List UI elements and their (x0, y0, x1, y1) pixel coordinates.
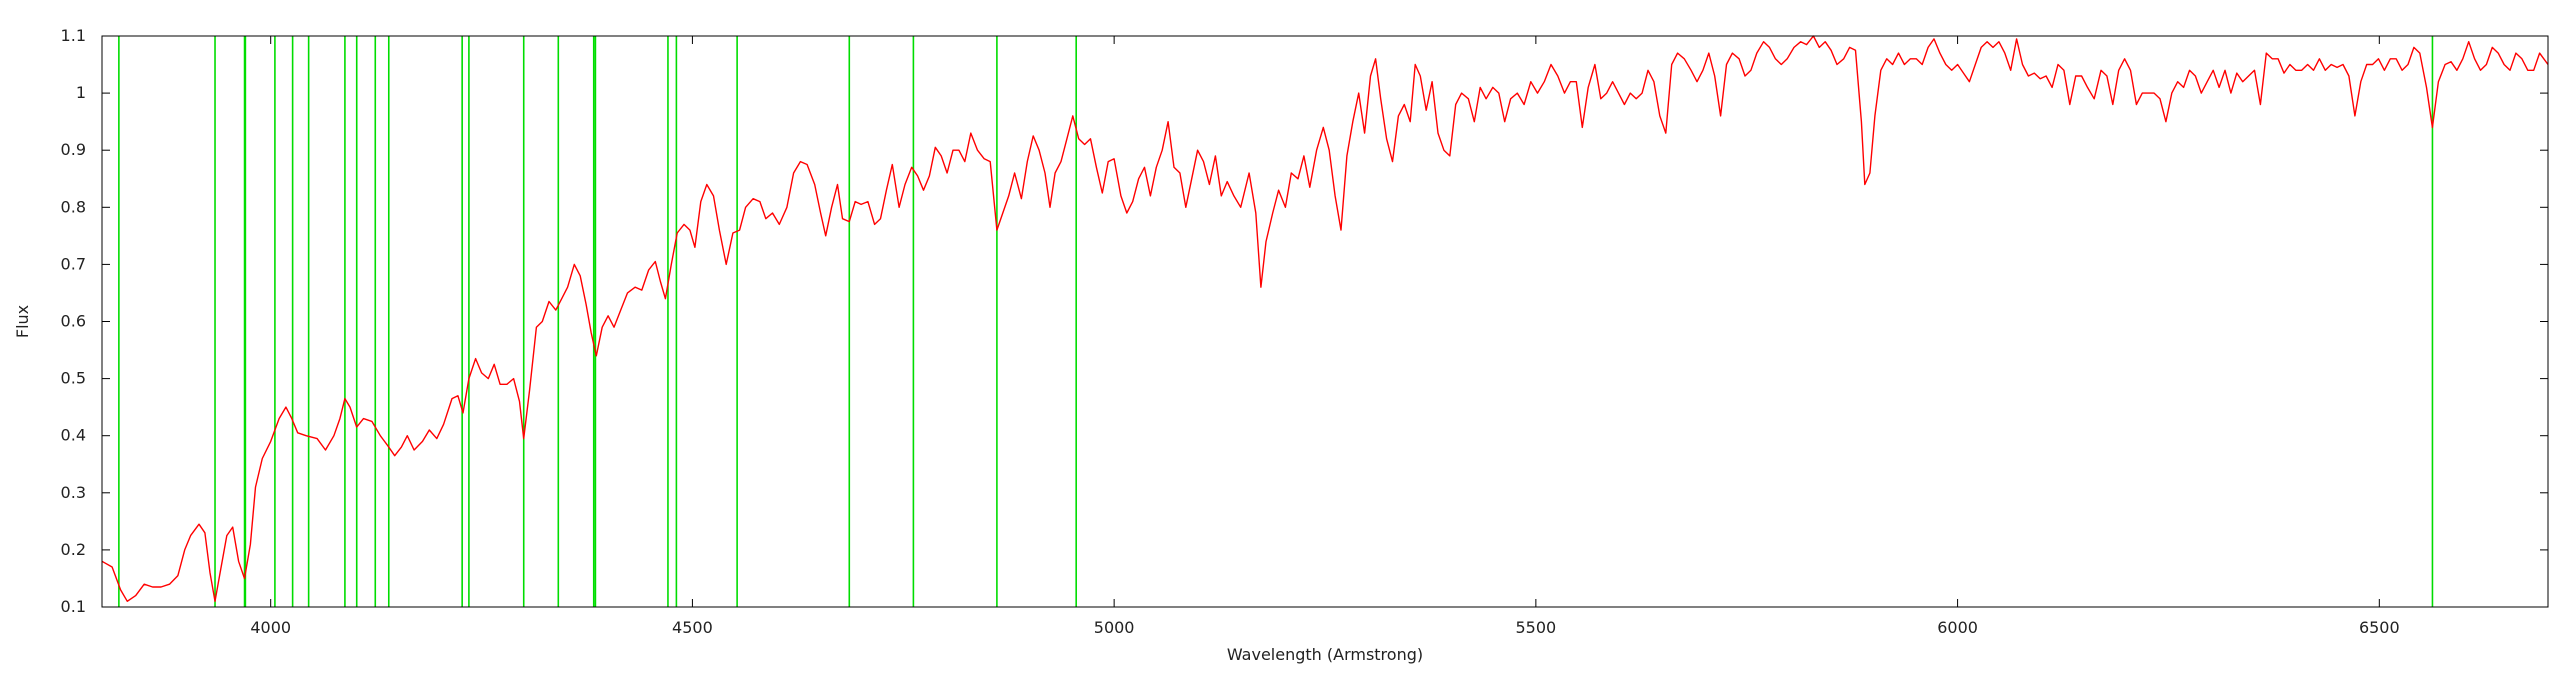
y-tick-label: 0.1 (61, 597, 86, 616)
series-layer (101, 35, 2549, 602)
x-axis-ticks: 4000 4500 5000 5500 6000 6500 (250, 36, 2400, 637)
y-axis-ticks: 0.1 0.2 0.3 0.4 0.5 0.6 0.7 0.8 0.9 1 1.1 (61, 26, 2548, 616)
y-tick-label: 1.1 (61, 26, 86, 45)
y-tick-label: 0.2 (61, 540, 86, 559)
y-tick-label: 0.6 (61, 312, 86, 331)
x-tick-label: 5000 (1094, 618, 1135, 637)
y-tick-label: 0.8 (61, 197, 86, 216)
y-tick-label: 0.9 (61, 140, 86, 159)
y-tick-label: 0.5 (61, 369, 86, 388)
x-tick-label: 5500 (1516, 618, 1557, 637)
y-tick-label: 0.7 (61, 254, 86, 273)
x-tick-label: 4500 (672, 618, 713, 637)
x-tick-label: 6000 (1937, 618, 1978, 637)
y-tick-label: 0.3 (61, 483, 86, 502)
spectrum-line-0 (101, 35, 2549, 602)
x-axis-label: Wavelength (Armstrong) (1227, 645, 1423, 664)
x-tick-label: 6500 (2359, 618, 2400, 637)
y-axis-label: Flux (13, 305, 32, 338)
spectral-line-markers (118, 36, 2434, 607)
y-tick-label: 0.4 (61, 426, 86, 445)
x-tick-label: 4000 (250, 618, 291, 637)
y-tick-label: 1 (76, 83, 86, 102)
